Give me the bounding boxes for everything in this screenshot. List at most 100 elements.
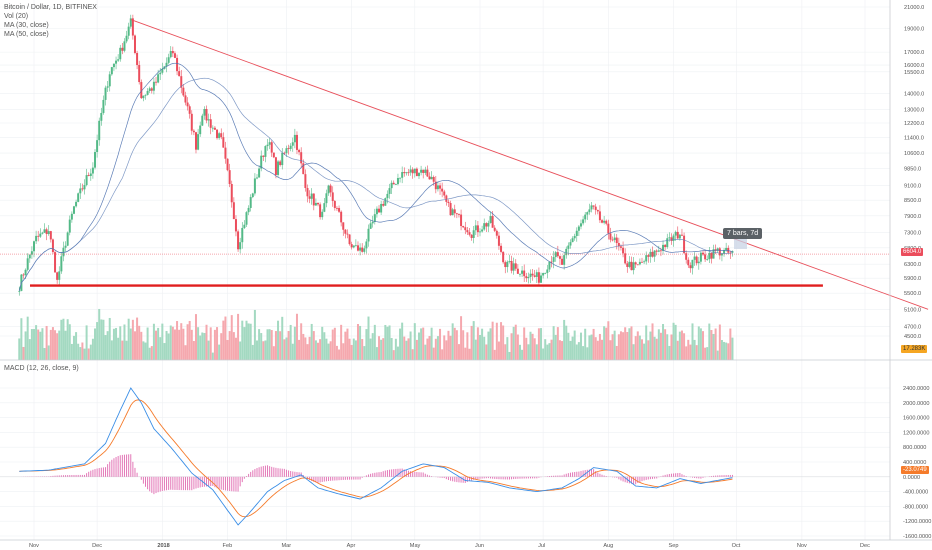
candle-body	[535, 272, 538, 277]
volume-bar	[687, 339, 690, 360]
candle-body	[157, 74, 160, 83]
volume-bar	[485, 344, 488, 360]
volume-bar	[266, 329, 269, 360]
candle-body	[369, 223, 372, 229]
candle-body	[346, 233, 349, 235]
legend-volume[interactable]: Vol (20)	[4, 13, 29, 20]
price-tick-label: 11400.0	[904, 135, 924, 141]
candle-body	[319, 204, 322, 218]
candle-body	[704, 254, 707, 260]
time-tick-label: Jul	[538, 543, 545, 549]
candle-body	[420, 169, 423, 173]
candle-body	[373, 214, 376, 222]
volume-bar	[695, 345, 698, 360]
volume-bar	[586, 347, 589, 360]
candle-body	[569, 242, 572, 246]
candle-body	[525, 276, 528, 279]
volume-bar	[83, 348, 86, 360]
legend-ma50[interactable]: MA (50, close)	[4, 31, 49, 38]
macd-badge: -23.0749	[901, 466, 929, 474]
volume-bar	[79, 347, 82, 360]
price-tick-label: 5500.0	[904, 291, 921, 297]
volume-bar	[58, 330, 61, 360]
volume-bar	[155, 330, 158, 360]
volume-bar	[544, 339, 547, 360]
volume-bar	[617, 334, 620, 360]
candle-body	[285, 148, 288, 154]
volume-bar	[670, 334, 673, 360]
macd-tick-label: -1600.0000	[903, 534, 931, 540]
candle-body	[554, 252, 557, 258]
candle-body	[691, 259, 694, 269]
trend-lines[interactable]	[30, 19, 929, 310]
candle-body	[359, 247, 362, 251]
volume-bar	[115, 327, 118, 360]
candle-body	[85, 175, 88, 186]
candle-body	[683, 235, 686, 254]
candle-body	[361, 247, 364, 252]
time-tick-label: Apr	[347, 543, 356, 549]
volume-bar	[702, 331, 705, 360]
volume-bar	[474, 339, 477, 360]
candle-body	[409, 169, 412, 173]
volume-bar	[464, 347, 467, 360]
volume-bar	[371, 333, 374, 360]
candle-body	[201, 115, 204, 126]
measure-range-box[interactable]	[734, 238, 747, 249]
candle-body	[426, 169, 429, 177]
candle-body	[331, 192, 334, 202]
candle-body	[436, 185, 439, 190]
volume-bar	[411, 349, 414, 360]
volume-bar	[51, 327, 54, 360]
descending-trendline	[130, 19, 929, 310]
candle-body	[451, 209, 454, 216]
candle-body	[243, 224, 246, 228]
candle-body	[462, 226, 465, 228]
volume-bar	[434, 338, 437, 360]
volume-bar	[239, 341, 242, 360]
candle-body	[352, 245, 355, 248]
candle-body	[268, 142, 271, 145]
volume-badge: 17.283K	[901, 345, 928, 353]
candle-body	[487, 222, 490, 227]
volume-bar	[396, 346, 399, 360]
volume-bar	[234, 337, 237, 360]
volume-bar	[262, 341, 265, 360]
volume-bar	[127, 318, 130, 360]
candle-body	[56, 272, 59, 280]
candle-body	[674, 231, 677, 236]
volume-bar	[540, 328, 543, 360]
volume-bar	[110, 340, 113, 360]
volume-bar	[369, 338, 372, 360]
volume-bar	[346, 328, 349, 360]
candle-body	[586, 212, 589, 215]
volume-bar	[161, 323, 164, 360]
volume-bar	[169, 325, 172, 360]
legend-symbol[interactable]: Bitcoin / Dollar, 1D, BITFINEX	[4, 4, 97, 11]
volume-bar	[403, 336, 406, 360]
volume-bar	[293, 326, 296, 360]
volume-bar	[575, 344, 578, 360]
candle-body	[571, 238, 574, 243]
volume-bar	[77, 343, 80, 360]
volume-bar	[710, 330, 713, 360]
candle-body	[363, 248, 366, 252]
volume-bar	[436, 336, 439, 360]
volume-bar	[632, 344, 635, 360]
legend-ma30[interactable]: MA (30, close)	[4, 22, 49, 29]
legend-macd[interactable]: MACD (12, 26, close, 9)	[4, 365, 79, 372]
macd-line	[19, 387, 733, 526]
volume-bar	[26, 316, 29, 360]
candle-body	[689, 265, 692, 269]
volume-bar	[264, 340, 267, 360]
candle-body	[512, 263, 515, 271]
candle-body	[428, 176, 431, 180]
volume-bar	[588, 335, 591, 360]
macd-tick-label: 1600.0000	[903, 416, 929, 422]
volume-bar	[417, 332, 420, 360]
volume-bar	[64, 330, 67, 360]
candle-body	[653, 250, 656, 257]
candlesticks	[18, 14, 734, 296]
